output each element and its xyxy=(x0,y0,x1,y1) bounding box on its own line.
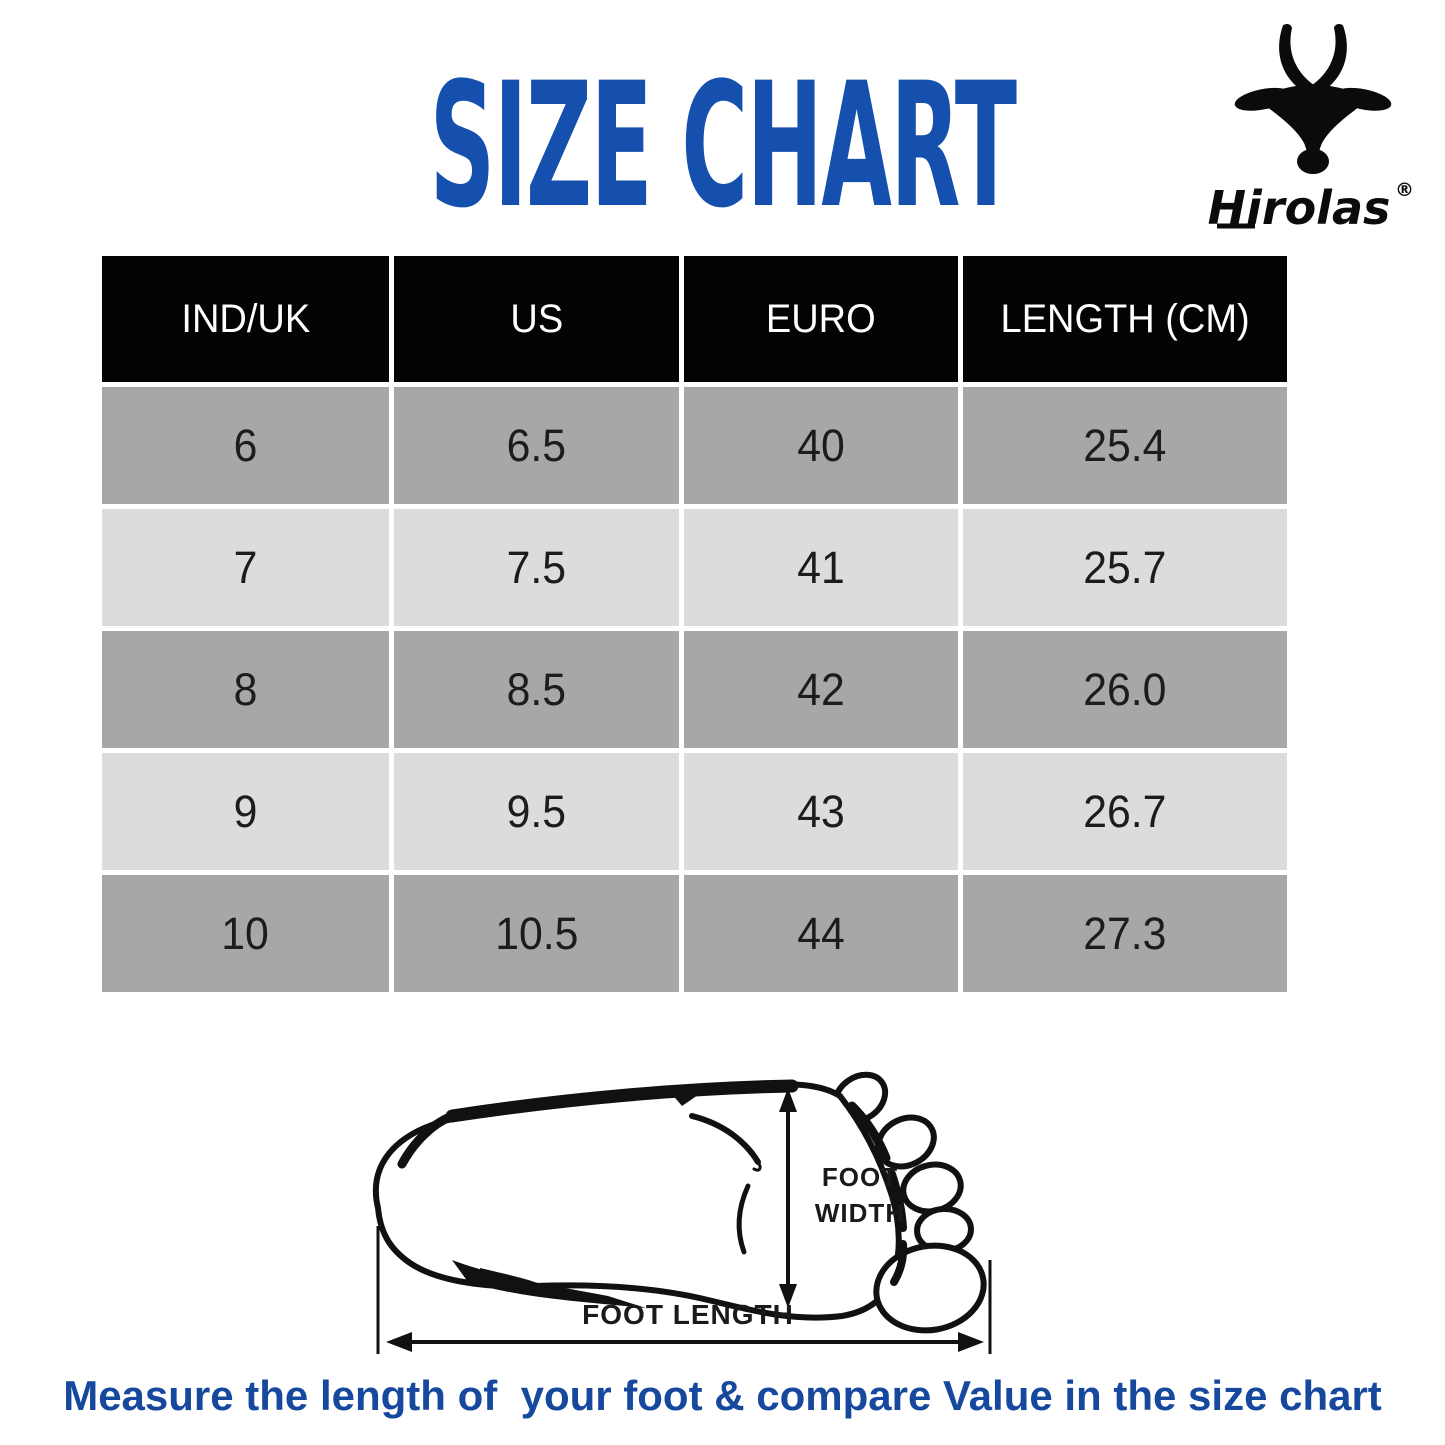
cell-value: EURO xyxy=(766,296,876,341)
header-cell: LENGTH (CM) xyxy=(963,256,1287,382)
cell-value: LENGTH (CM) xyxy=(1000,296,1250,341)
table-cell: 27.3 xyxy=(963,875,1287,992)
table-cell: 10.5 xyxy=(394,875,679,992)
table-cell: 25.4 xyxy=(963,387,1287,504)
cell-value: 26.7 xyxy=(1083,785,1167,837)
arch-shading xyxy=(452,1084,714,1308)
cell-value: 43 xyxy=(797,785,845,837)
cell-value: 6 xyxy=(233,419,258,471)
cell-value: 7.5 xyxy=(506,541,567,593)
cell-value: 42 xyxy=(797,663,845,715)
table-cell: 9.5 xyxy=(394,753,679,870)
cell-value: 10 xyxy=(221,907,270,959)
table-cell: 6 xyxy=(102,387,389,504)
width-arrow xyxy=(779,1088,797,1308)
table-cell: 26.0 xyxy=(963,631,1287,748)
length-arrow xyxy=(376,1226,992,1354)
cell-value: 8 xyxy=(233,663,258,715)
cell-value: 25.7 xyxy=(1083,541,1167,593)
brand-name: Hirolas xyxy=(1208,181,1391,235)
header-cell: IND/UK xyxy=(102,256,389,382)
cell-value: 6.5 xyxy=(506,419,567,471)
foot-width-label-line2: WIDTH xyxy=(815,1198,905,1228)
foot-width-label-line1: FOOT xyxy=(822,1162,898,1192)
foot-length-label: FOOT LENGTH xyxy=(582,1299,794,1330)
shading-accents xyxy=(397,1079,908,1286)
table-cell: 9 xyxy=(102,753,389,870)
registered-mark: ® xyxy=(1395,179,1414,201)
table-cell: 7.5 xyxy=(394,509,679,626)
cell-value: 40 xyxy=(797,419,845,471)
cell-value: 8.5 xyxy=(506,663,567,715)
table-cell: 26.7 xyxy=(963,753,1287,870)
cell-value: 7 xyxy=(233,541,258,593)
page-title: SIZE CHART xyxy=(429,45,1017,246)
cell-value: 44 xyxy=(797,907,845,959)
cell-value: 27.3 xyxy=(1083,907,1167,959)
table-cell: 40 xyxy=(684,387,958,504)
table-cell: 42 xyxy=(684,631,958,748)
cell-value: US xyxy=(510,296,563,341)
cell-value: 41 xyxy=(797,541,845,593)
table-cell: 6.5 xyxy=(394,387,679,504)
cell-value: 9 xyxy=(233,785,258,837)
table-cell: 41 xyxy=(684,509,958,626)
brand-logo: Hirolas ® xyxy=(1193,18,1431,236)
antelope-head-icon: Hirolas ® xyxy=(1208,23,1414,235)
header-cell: EURO xyxy=(684,256,958,382)
size-table: IND/UK US EURO LENGTH (CM) 6 6.5 40 25.4 7 7.5 41 2… xyxy=(102,256,1287,992)
table-cell: 10 xyxy=(102,875,389,992)
cell-value: 25.4 xyxy=(1083,419,1167,471)
cell-value: 26.0 xyxy=(1083,663,1167,715)
table-cell: 44 xyxy=(684,875,958,992)
foot-measurement-diagram: FOOT WIDTH FOOT LENGTH xyxy=(372,1071,992,1354)
table-cell: 7 xyxy=(102,509,389,626)
cell-value: 10.5 xyxy=(494,907,579,959)
caption-text: Measure the length of your foot & compar… xyxy=(63,1372,1382,1419)
table-cell: 25.7 xyxy=(963,509,1287,626)
table-cell: 8.5 xyxy=(394,631,679,748)
cell-value: IND/UK xyxy=(181,296,310,341)
header-cell: US xyxy=(394,256,679,382)
table-cell: 43 xyxy=(684,753,958,870)
cell-value: 9.5 xyxy=(506,785,567,837)
table-cell: 8 xyxy=(102,631,389,748)
